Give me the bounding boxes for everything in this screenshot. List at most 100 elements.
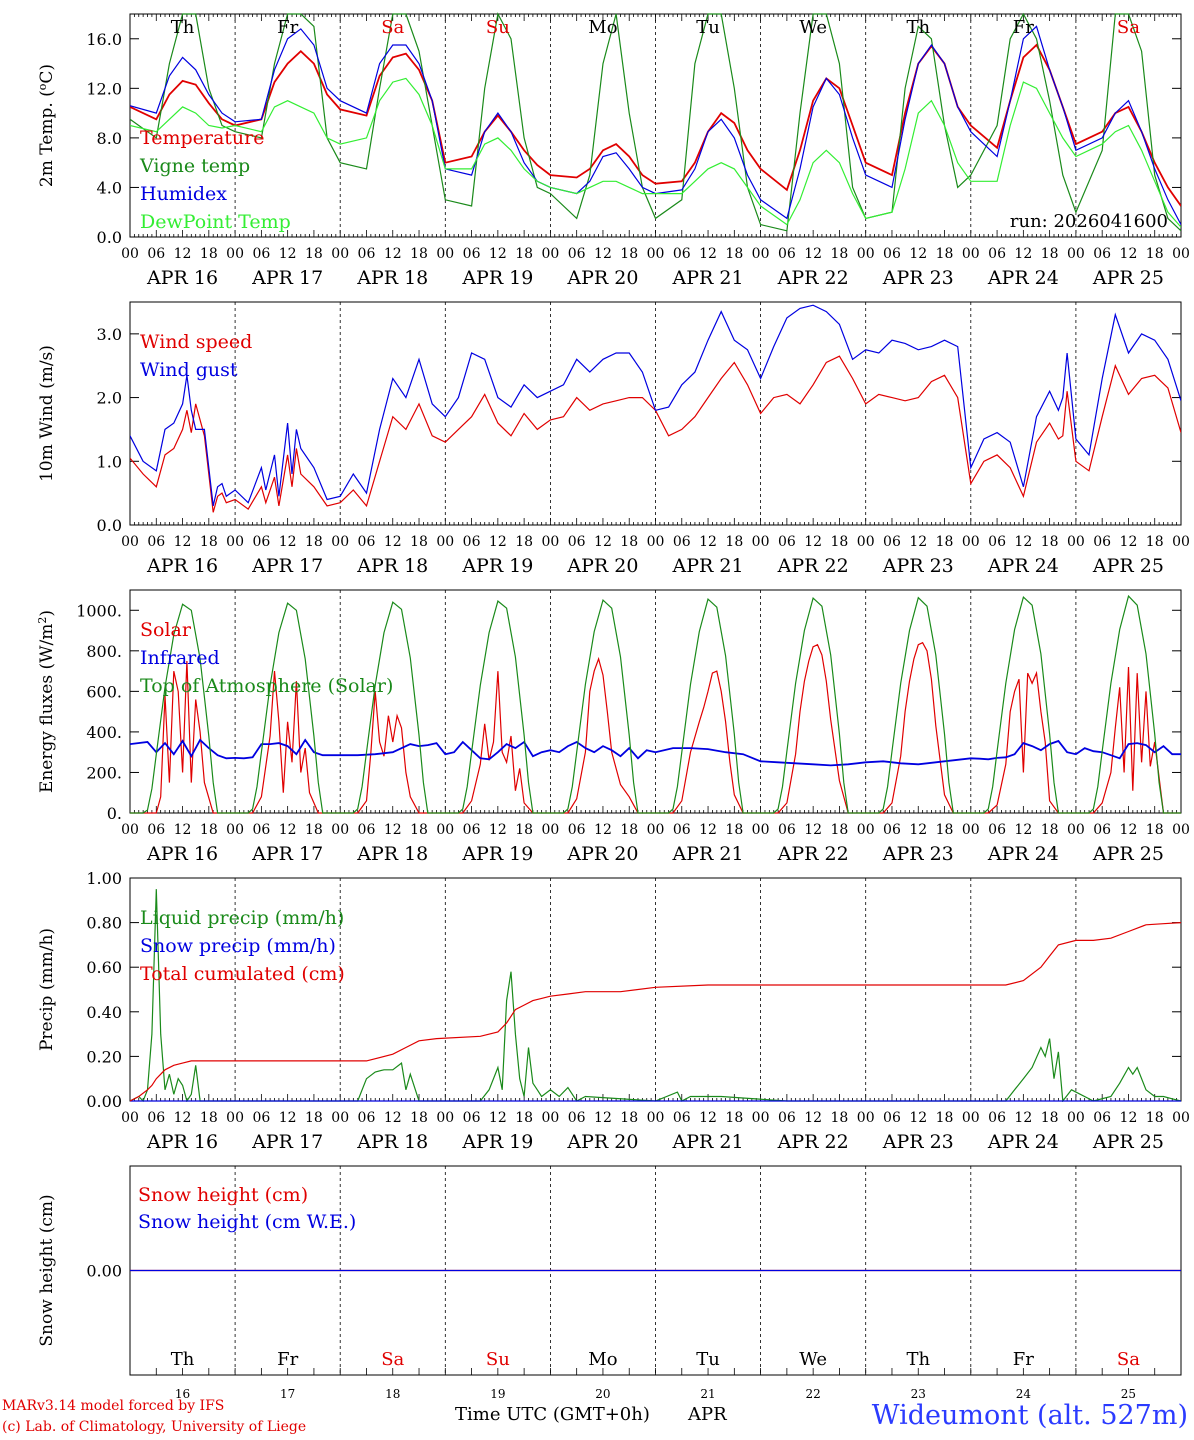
- wind-date-label: APR 24: [987, 555, 1059, 577]
- energy-y-tick-label: 800.: [86, 642, 122, 661]
- energy-y-tick-label: 0.: [107, 804, 122, 823]
- temp-y-tick-label: 12.0: [86, 79, 122, 98]
- energy-hour-label: 18: [200, 822, 218, 838]
- energy-hour-label: 18: [515, 822, 533, 838]
- temp-hour-label: 12: [804, 246, 822, 262]
- energy-date-label: APR 25: [1092, 843, 1164, 865]
- wind-hour-label: 12: [699, 534, 717, 550]
- precip-hour-label: 12: [489, 1110, 507, 1126]
- wind-hour-label: 06: [778, 534, 796, 550]
- wind-date-label: APR 23: [882, 555, 954, 577]
- wind-hour-label: 00: [121, 534, 139, 550]
- temp-hour-label: 00: [541, 246, 559, 262]
- precip-hour-label: 18: [1041, 1110, 1059, 1126]
- precip-hour-label: 12: [909, 1110, 927, 1126]
- bottom-day-number: 22: [806, 1387, 821, 1401]
- temp-date-label: APR 17: [251, 267, 323, 289]
- precip-hour-label: 06: [988, 1110, 1006, 1126]
- top-weekday-label: Su: [486, 17, 510, 38]
- temp-hour-label: 18: [305, 246, 323, 262]
- wind-hour-label: 06: [988, 534, 1006, 550]
- energy-hour-label: 06: [988, 822, 1006, 838]
- temp-legend-item: Humidex: [140, 183, 227, 205]
- temp-hour-label: 12: [384, 246, 402, 262]
- precip-hour-label: 06: [147, 1110, 165, 1126]
- wind-hour-label: 18: [515, 534, 533, 550]
- wind-date-label: APR 17: [251, 555, 323, 577]
- model-credit: MARv3.14 model forced by IFS: [2, 1398, 225, 1414]
- precip-date-label: APR 16: [146, 1131, 218, 1153]
- energy-hour-label: 00: [857, 822, 875, 838]
- energy-hour-label: 00: [1067, 822, 1085, 838]
- wind-hour-label: 00: [436, 534, 454, 550]
- precip-hour-label: 00: [752, 1110, 770, 1126]
- temp-hour-label: 12: [699, 246, 717, 262]
- temp-hour-label: 18: [200, 246, 218, 262]
- energy-hour-label: 00: [541, 822, 559, 838]
- wind-hour-label: 12: [489, 534, 507, 550]
- energy-hour-label: 18: [725, 822, 743, 838]
- wind-hour-label: 00: [331, 534, 349, 550]
- top-weekday-label: Mo: [588, 17, 617, 38]
- temp-y-tick-label: 0.0: [97, 228, 122, 247]
- precip-hour-label: 12: [174, 1110, 192, 1126]
- energy-hour-label: 00: [121, 822, 139, 838]
- precip-hour-label: 00: [962, 1110, 980, 1126]
- energy-hour-label: 12: [1120, 822, 1138, 838]
- energy-hour-label: 06: [1093, 822, 1111, 838]
- energy-series-infrared: [130, 738, 1181, 767]
- wind-y-tick-label: 1.0: [97, 452, 122, 471]
- precip-hour-label: 12: [699, 1110, 717, 1126]
- temp-y-tick-label: 8.0: [97, 129, 122, 148]
- wind-hour-label: 00: [1172, 534, 1190, 550]
- precip-hour-label: 12: [384, 1110, 402, 1126]
- wind-series-wind-speed: [130, 355, 1181, 513]
- temp-date-label: APR 24: [987, 267, 1059, 289]
- precip-series-liquid-precip-mm-h: [130, 889, 1181, 1102]
- temp-hour-label: 18: [1041, 246, 1059, 262]
- precip-hour-label: 18: [410, 1110, 428, 1126]
- temp-y-tick-label: 4.0: [97, 178, 122, 197]
- wind-y-tick-label: 0.0: [97, 516, 122, 535]
- energy-hour-label: 00: [226, 822, 244, 838]
- wind-date-label: APR 21: [672, 555, 744, 577]
- temp-hour-label: 18: [725, 246, 743, 262]
- temp-hour-label: 12: [1120, 246, 1138, 262]
- bottom-day-number: 19: [490, 1387, 505, 1401]
- precip-hour-label: 06: [463, 1110, 481, 1126]
- wind-hour-label: 12: [279, 534, 297, 550]
- energy-hour-label: 18: [831, 822, 849, 838]
- bottom-weekday-label: We: [799, 1349, 827, 1370]
- energy-hour-label: 18: [305, 822, 323, 838]
- wind-hour-label: 12: [174, 534, 192, 550]
- energy-date-label: APR 22: [777, 843, 849, 865]
- temp-hour-label: 12: [489, 246, 507, 262]
- precip-hour-label: 06: [778, 1110, 796, 1126]
- precip-hour-label: 12: [1014, 1110, 1032, 1126]
- temp-hour-label: 06: [1093, 246, 1111, 262]
- wind-hour-label: 18: [936, 534, 954, 550]
- precip-series-total-cumulated-cm: [130, 922, 1181, 1102]
- wind-date-label: APR 20: [566, 555, 638, 577]
- temp-series-temperature: [130, 43, 1181, 207]
- top-weekday-label: Th: [906, 17, 930, 38]
- precip-hour-label: 06: [673, 1110, 691, 1126]
- wind-date-label: APR 22: [777, 555, 849, 577]
- temp-date-label: APR 16: [146, 267, 218, 289]
- temp-hour-label: 12: [909, 246, 927, 262]
- top-weekday-label: Sa: [1117, 17, 1140, 38]
- bottom-day-number: 16: [175, 1387, 190, 1401]
- wind-date-label: APR 25: [1092, 555, 1164, 577]
- precip-hour-label: 18: [620, 1110, 638, 1126]
- temp-hour-label: 00: [1067, 246, 1085, 262]
- station-name: Wideumont (alt. 527m): [871, 1400, 1188, 1431]
- bottom-day-number: 17: [280, 1387, 295, 1401]
- energy-hour-label: 12: [1014, 822, 1032, 838]
- temp-hour-label: 06: [673, 246, 691, 262]
- energy-hour-label: 06: [147, 822, 165, 838]
- precip-y-axis-label: Precip (mm/h): [37, 928, 57, 1051]
- wind-hour-label: 18: [305, 534, 323, 550]
- temp-hour-label: 00: [226, 246, 244, 262]
- temp-legend-item: Vigne temp: [139, 155, 250, 177]
